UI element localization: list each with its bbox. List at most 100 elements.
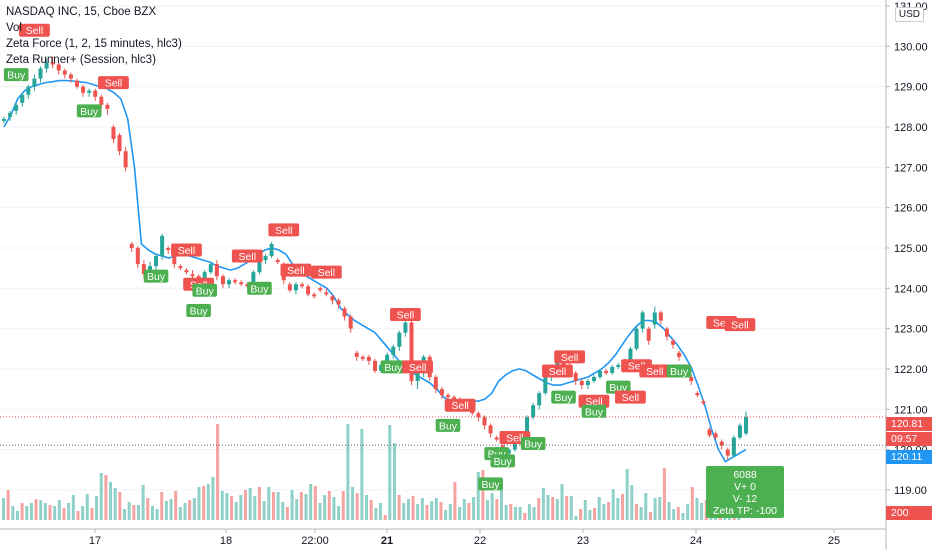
volume-bar — [565, 496, 569, 520]
currency-label[interactable]: USD — [894, 7, 924, 22]
signal-label: Buy — [147, 271, 166, 283]
volume-bar — [681, 513, 685, 520]
candle-body — [658, 312, 663, 321]
buy-signal: Buy — [247, 281, 272, 295]
price-tick-label: 119.00 — [894, 485, 927, 497]
candle-body — [32, 78, 37, 87]
volume-bar — [104, 475, 108, 520]
volume-bar — [99, 473, 103, 520]
candle-body — [269, 243, 274, 257]
candle-body — [87, 90, 92, 93]
volume-bar — [616, 498, 620, 520]
buy-signal: Buy — [666, 364, 692, 378]
candle — [263, 254, 268, 265]
volume-bar — [109, 482, 113, 520]
signal-label: Sell — [731, 320, 749, 332]
signal-box — [578, 394, 610, 408]
candle-body — [105, 104, 110, 109]
candle-body — [293, 284, 298, 291]
candle — [44, 58, 49, 73]
candle — [348, 314, 353, 333]
candle-body — [287, 284, 292, 291]
candle — [81, 84, 86, 97]
volume-bar — [34, 499, 38, 520]
volume-bar — [197, 487, 201, 520]
volume-bar — [481, 470, 485, 520]
candle-body — [604, 370, 609, 373]
candle-body — [512, 441, 517, 450]
signal-label: Buy — [196, 285, 215, 297]
candle-body — [737, 425, 742, 438]
volume-bar — [43, 503, 47, 520]
signal-box — [520, 437, 546, 451]
candle-body — [591, 376, 596, 382]
candle-body — [336, 300, 341, 305]
volume-bar — [560, 484, 564, 520]
tp-box-line2: V+ 0 — [734, 481, 756, 493]
candle-body — [671, 340, 676, 345]
volume-bar — [216, 424, 220, 520]
volume-bar — [700, 503, 704, 520]
candle-body — [68, 74, 73, 79]
candle — [543, 374, 548, 396]
price-tick-label: 122.00 — [894, 364, 928, 376]
candle-body — [652, 312, 657, 325]
candle-body — [366, 356, 371, 361]
legend-volume[interactable]: Vol — [6, 22, 22, 34]
candle — [208, 262, 213, 275]
signal-box — [247, 281, 272, 295]
signal-box — [581, 404, 607, 418]
candle-body — [616, 364, 621, 367]
volume-bar — [141, 485, 145, 520]
last-price-badge: 120.81 — [886, 417, 932, 431]
buy-signal: Buy — [520, 437, 546, 451]
signal-label: Buy — [250, 283, 269, 295]
volume-bar — [546, 495, 550, 520]
volume-bar — [467, 503, 471, 520]
candle — [135, 245, 140, 269]
volume-bar — [513, 507, 517, 520]
volume-bar — [346, 424, 350, 520]
signal-label: Sell — [397, 309, 415, 321]
signal-label: Sell — [275, 225, 293, 237]
volume-bar — [620, 494, 624, 520]
volume-bar — [574, 516, 578, 520]
candle — [391, 344, 396, 359]
volume-bar — [220, 491, 224, 520]
candle — [719, 439, 724, 450]
volume-bar — [67, 503, 71, 520]
volume-bar — [118, 492, 122, 520]
volume-bar — [6, 490, 10, 520]
volume-bar — [448, 504, 452, 520]
candle-body — [664, 328, 669, 337]
candle — [616, 362, 621, 369]
candle — [330, 294, 335, 305]
signal-label: Sell — [451, 400, 469, 412]
legend-zeta-force[interactable]: Zeta Force (1, 2, 15 minutes, hlc3) — [6, 38, 182, 50]
legend-symbol[interactable]: NASDAQ INC, 15, Cboe BZX — [6, 6, 157, 18]
candle-body — [154, 256, 159, 267]
volume-bar — [518, 507, 522, 520]
candle — [695, 391, 700, 398]
candle-body — [543, 376, 548, 394]
candle-body — [50, 62, 55, 65]
candle — [701, 399, 706, 406]
volume-bar — [383, 515, 387, 520]
volume-bar — [257, 487, 261, 520]
candle — [482, 415, 487, 430]
volume-bar — [318, 503, 322, 520]
signal-box — [231, 249, 263, 263]
volume-bar — [579, 509, 583, 520]
candle — [184, 268, 189, 275]
zeta-runner-line — [3, 79, 747, 463]
legend-zeta-runner[interactable]: Zeta Runner+ (Session, hlc3) — [6, 54, 156, 66]
countdown-badge: 09:57 — [886, 432, 932, 446]
volume-bar — [76, 511, 80, 520]
candle-body — [129, 243, 134, 248]
volume-bar — [2, 498, 5, 520]
candle-body — [731, 437, 736, 456]
chart-legend: NASDAQ INC, 15, Cboe BZX Vol Zeta Force … — [6, 4, 182, 68]
candle-body — [439, 389, 444, 396]
